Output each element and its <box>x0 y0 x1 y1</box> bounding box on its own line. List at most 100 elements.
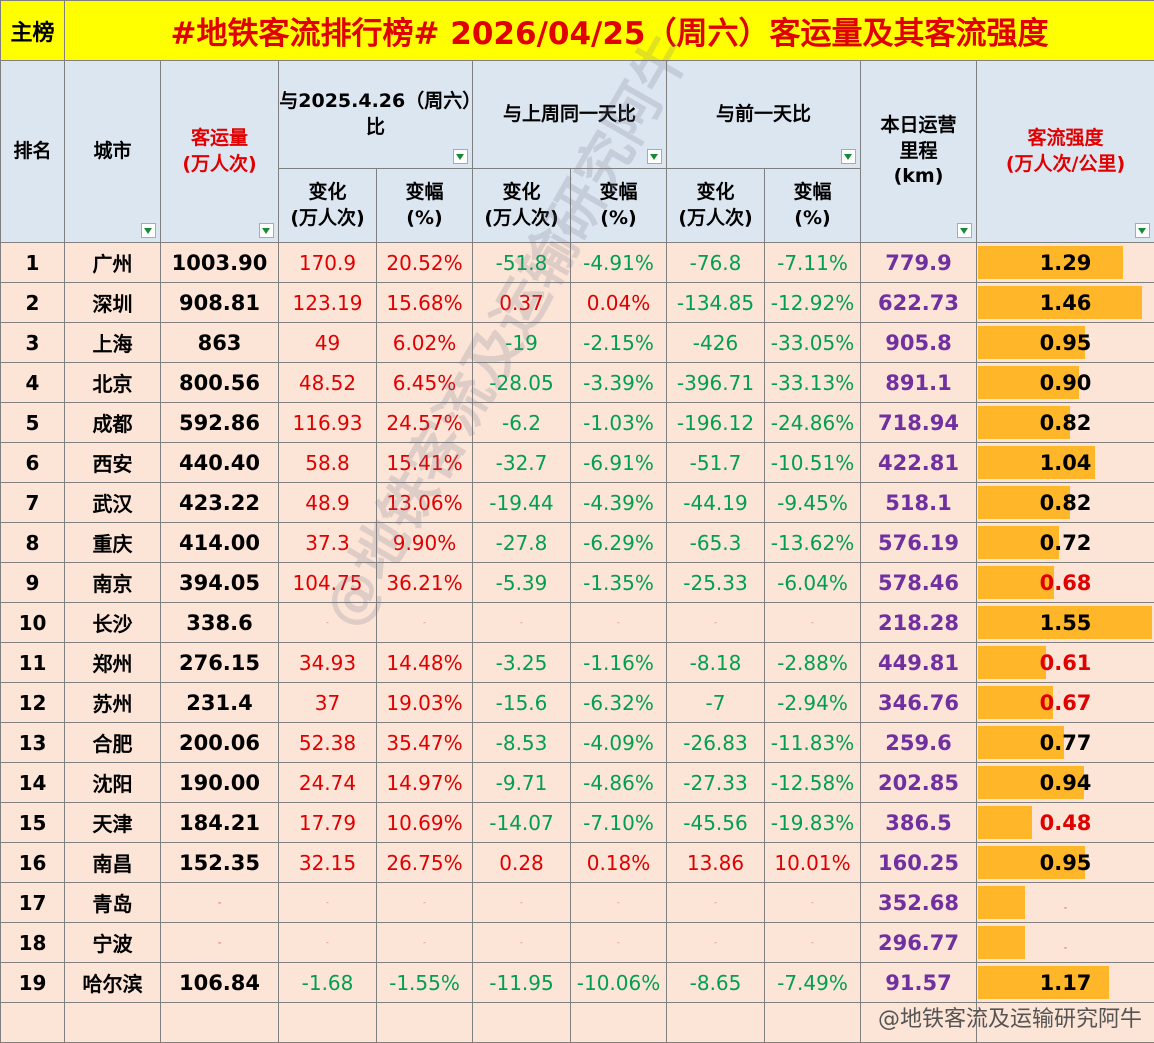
cell: 9.90% <box>376 522 473 563</box>
cell: -196.12 <box>666 402 765 443</box>
cell: -13.62% <box>764 522 861 563</box>
intensity-value: 0.94 <box>1039 770 1092 795</box>
data-row: 3 上海 863 49 6.02% -19 -2.15% -426 -33.05% 905.8 0.… <box>0 322 1154 363</box>
cell: 36.21% <box>376 562 473 603</box>
cell: -8.18 <box>666 642 765 683</box>
cell: - <box>570 922 667 963</box>
cell: -4.39% <box>570 482 667 523</box>
header-cell: 变幅 (%) <box>570 168 667 243</box>
cell: 863 <box>160 322 279 363</box>
header-cell: 变幅 (%) <box>764 168 861 243</box>
header-cell: 变化 (万人次) <box>472 168 571 243</box>
cell: 386.5 <box>860 802 977 843</box>
cell: 52.38 <box>278 722 377 763</box>
intensity-value: 1.17 <box>1039 970 1092 995</box>
cell: -27.33 <box>666 762 765 803</box>
header-line: (%) <box>794 206 831 229</box>
cell: 10 <box>0 602 65 643</box>
intensity-bar <box>978 486 1071 519</box>
intensity-bar <box>978 566 1055 599</box>
cell: - <box>472 922 571 963</box>
cell: -6.29% <box>570 522 667 563</box>
cell: 深圳 <box>64 282 161 323</box>
empty-cell <box>570 1002 667 1043</box>
cell: -44.19 <box>666 482 765 523</box>
cell: 449.81 <box>860 642 977 683</box>
cell: 905.8 <box>860 322 977 363</box>
cell: - <box>160 922 279 963</box>
cell: 10.01% <box>764 842 861 883</box>
cell: 123.19 <box>278 282 377 323</box>
header-text: 城市 <box>93 139 132 162</box>
cell: -1.68 <box>278 962 377 1003</box>
cell: 合肥 <box>64 722 161 763</box>
header-cell: 客流强度 (万人次/公里) <box>975 60 1154 243</box>
cell: 908.81 <box>160 282 279 323</box>
cell: - <box>472 882 571 923</box>
cell: 48.9 <box>278 482 377 523</box>
cell: 276.15 <box>160 642 279 683</box>
intensity-cell: 1.17 <box>975 962 1154 1003</box>
intensity-cell: 0.72 <box>975 522 1154 563</box>
header-line: (万人次/公里) <box>1005 152 1126 175</box>
intensity-cell: 0.90 <box>975 362 1154 403</box>
cell: - <box>666 922 765 963</box>
intensity-bar <box>978 726 1065 759</box>
header-line: (万人次) <box>484 206 559 229</box>
intensity-cell: 1.04 <box>975 442 1154 483</box>
data-row: 13 合肥 200.06 52.38 35.47% -8.53 -4.09% -26.83 -1… <box>0 722 1154 763</box>
header-line: 变幅 <box>405 180 444 203</box>
cell: -10.06% <box>570 962 667 1003</box>
empty-cell <box>160 1002 279 1043</box>
cell: 19 <box>0 962 65 1003</box>
intensity-value: 0.68 <box>1039 570 1092 595</box>
cell: 6.02% <box>376 322 473 363</box>
cell: 天津 <box>64 802 161 843</box>
cell: 346.76 <box>860 682 977 723</box>
intensity-bar <box>978 406 1071 439</box>
cell: 779.9 <box>860 242 977 283</box>
cell: 16 <box>0 842 65 883</box>
empty-cell <box>472 1002 571 1043</box>
cell: 0.37 <box>472 282 571 323</box>
filter-icon <box>647 149 662 164</box>
cell: - <box>376 922 473 963</box>
cell: -12.92% <box>764 282 861 323</box>
cell: - <box>666 882 765 923</box>
intensity-value: 0.90 <box>1039 370 1092 395</box>
header-cell: 与前一天比 <box>666 60 861 169</box>
cell: 58.8 <box>278 442 377 483</box>
cell: - <box>376 882 473 923</box>
cell: -19.44 <box>472 482 571 523</box>
cell: 宁波 <box>64 922 161 963</box>
cell: -1.03% <box>570 402 667 443</box>
cell: 4 <box>0 362 65 403</box>
cell: -7 <box>666 682 765 723</box>
header-cell: 排名 <box>0 60 65 243</box>
data-row: 5 成都 592.86 116.93 24.57% -6.2 -1.03% -196.12 -2… <box>0 402 1154 443</box>
intensity-bar <box>978 526 1059 559</box>
cell: 296.77 <box>860 922 977 963</box>
cell: 152.35 <box>160 842 279 883</box>
cell: -33.05% <box>764 322 861 363</box>
header-line: (万人次) <box>182 152 257 175</box>
intensity-cell: 0.77 <box>975 722 1154 763</box>
cell: 13.86 <box>666 842 765 883</box>
header-text: 与2025.4.26（周六）比 <box>279 89 472 138</box>
data-row: 8 重庆 414.00 37.3 9.90% -27.8 -6.29% -65.3 -13.62… <box>0 522 1154 563</box>
intensity-bar <box>978 326 1085 359</box>
header-cell: 变化 (万人次) <box>278 168 377 243</box>
intensity-bar <box>978 446 1095 479</box>
data-row: 2 深圳 908.81 123.19 15.68% 0.37 0.04% -134.85 -12… <box>0 282 1154 323</box>
empty-cell <box>764 1002 861 1043</box>
empty-cell <box>666 1002 765 1043</box>
filter-icon <box>259 223 274 238</box>
cell: - <box>472 602 571 643</box>
cell: -3.25 <box>472 642 571 683</box>
header-line: 变幅 <box>793 180 832 203</box>
cell: -7.49% <box>764 962 861 1003</box>
intensity-value: 0.82 <box>1039 410 1092 435</box>
cell: 沈阳 <box>64 762 161 803</box>
cell: 170.9 <box>278 242 377 283</box>
